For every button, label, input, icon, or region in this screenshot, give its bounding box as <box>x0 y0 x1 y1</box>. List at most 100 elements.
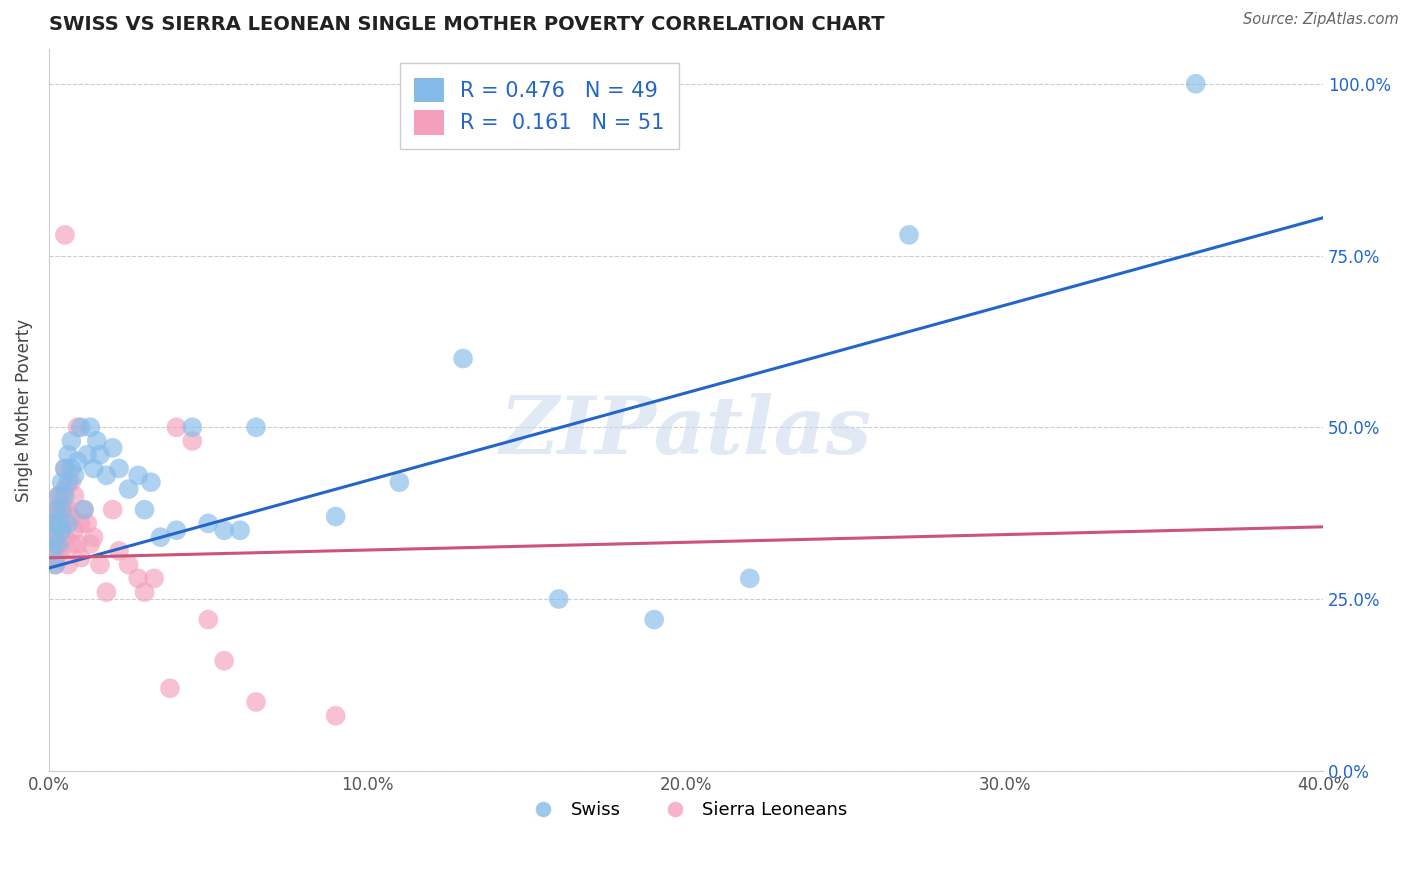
Point <box>96 585 118 599</box>
Point <box>56 448 79 462</box>
Point <box>41 516 63 531</box>
Point <box>69 420 91 434</box>
Point <box>165 523 187 537</box>
Point <box>51 523 73 537</box>
Point <box>53 227 76 242</box>
Point <box>44 502 66 516</box>
Point <box>325 708 347 723</box>
Point <box>127 571 149 585</box>
Point <box>1184 77 1206 91</box>
Point <box>229 523 252 537</box>
Point <box>51 502 73 516</box>
Point <box>134 502 156 516</box>
Point <box>325 509 347 524</box>
Point <box>51 544 73 558</box>
Point <box>108 461 131 475</box>
Point <box>44 530 66 544</box>
Point <box>108 544 131 558</box>
Point <box>159 681 181 696</box>
Point <box>56 558 79 572</box>
Point <box>134 585 156 599</box>
Point <box>60 537 83 551</box>
Point <box>66 454 89 468</box>
Point <box>76 448 98 462</box>
Point <box>60 509 83 524</box>
Legend: Swiss, Sierra Leoneans: Swiss, Sierra Leoneans <box>517 794 853 827</box>
Point <box>898 227 921 242</box>
Point <box>181 434 204 448</box>
Text: SWISS VS SIERRA LEONEAN SINGLE MOTHER POVERTY CORRELATION CHART: SWISS VS SIERRA LEONEAN SINGLE MOTHER PO… <box>49 15 884 34</box>
Point <box>127 468 149 483</box>
Point <box>44 502 66 516</box>
Point <box>51 516 73 531</box>
Point <box>69 516 91 531</box>
Point <box>212 523 235 537</box>
Point <box>48 516 70 531</box>
Point <box>181 420 204 434</box>
Point <box>117 558 139 572</box>
Point <box>69 550 91 565</box>
Point <box>41 544 63 558</box>
Point <box>48 489 70 503</box>
Text: Source: ZipAtlas.com: Source: ZipAtlas.com <box>1243 12 1399 27</box>
Point <box>44 558 66 572</box>
Point <box>60 461 83 475</box>
Point <box>143 571 166 585</box>
Point <box>83 461 105 475</box>
Point <box>451 351 474 366</box>
Point <box>101 502 124 516</box>
Y-axis label: Single Mother Poverty: Single Mother Poverty <box>15 318 32 501</box>
Point <box>79 420 101 434</box>
Point <box>165 420 187 434</box>
Point <box>197 613 219 627</box>
Point <box>51 489 73 503</box>
Point <box>245 420 267 434</box>
Point <box>48 502 70 516</box>
Point <box>547 591 569 606</box>
Point <box>53 482 76 496</box>
Text: ZIPatlas: ZIPatlas <box>501 393 872 470</box>
Point <box>66 537 89 551</box>
Point <box>51 523 73 537</box>
Point <box>48 544 70 558</box>
Point <box>89 448 111 462</box>
Point <box>63 489 86 503</box>
Point <box>41 550 63 565</box>
Point <box>96 468 118 483</box>
Point <box>41 516 63 531</box>
Point <box>44 537 66 551</box>
Point <box>738 571 761 585</box>
Point <box>73 502 96 516</box>
Point <box>212 654 235 668</box>
Point <box>48 516 70 531</box>
Point <box>41 537 63 551</box>
Point <box>53 502 76 516</box>
Point <box>73 502 96 516</box>
Point <box>44 523 66 537</box>
Point <box>83 530 105 544</box>
Point <box>76 516 98 531</box>
Point <box>44 558 66 572</box>
Point <box>44 550 66 565</box>
Point <box>86 434 108 448</box>
Point <box>53 489 76 503</box>
Point <box>56 516 79 531</box>
Point <box>149 530 172 544</box>
Point <box>48 537 70 551</box>
Point <box>60 434 83 448</box>
Point <box>63 468 86 483</box>
Point <box>53 461 76 475</box>
Point <box>117 482 139 496</box>
Point <box>245 695 267 709</box>
Point <box>388 475 411 490</box>
Point <box>101 441 124 455</box>
Point <box>53 530 76 544</box>
Point <box>139 475 162 490</box>
Point <box>56 475 79 490</box>
Point <box>63 523 86 537</box>
Point <box>48 489 70 503</box>
Point <box>53 461 76 475</box>
Point <box>60 475 83 490</box>
Point <box>51 475 73 490</box>
Point <box>197 516 219 531</box>
